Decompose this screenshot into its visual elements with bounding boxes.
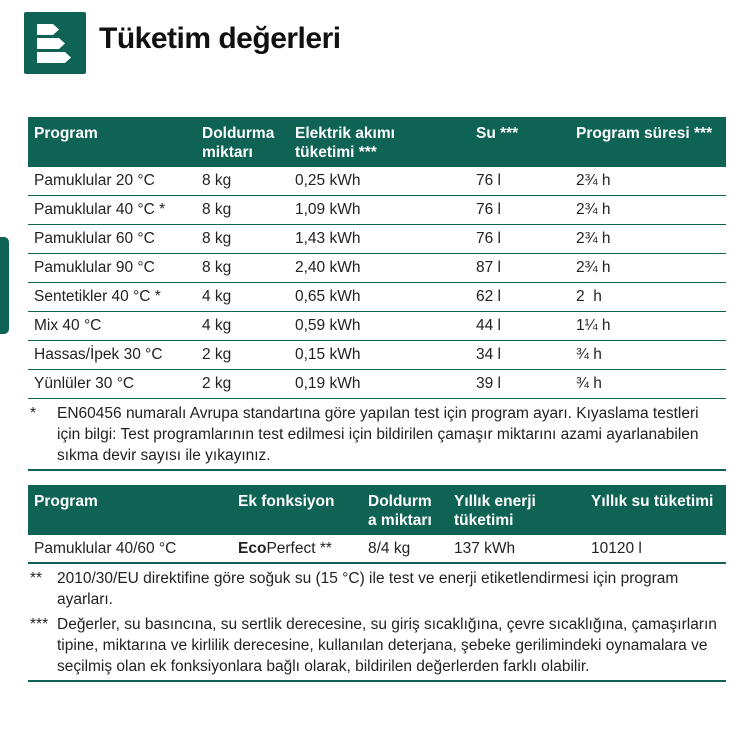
eco-label-bold: Eco (238, 539, 267, 557)
table-row: Pamuklular 90 °C 8 kg 2,40 kWh 87 l 2¾ h (28, 254, 726, 283)
footnote-text: 2010/30/EU direktifine göre soğuk su (15… (57, 570, 679, 608)
table-row: Pamuklular 40 °C * 8 kg 1,09 kWh 76 l 2¾… (28, 196, 726, 225)
cell-duration: 2¾ h (576, 230, 611, 247)
cell-water: 76 l (476, 172, 501, 189)
cell-duration: 2¾ h (576, 259, 611, 276)
energy-consumption-icon (24, 12, 86, 74)
section-divider (28, 469, 726, 471)
cell-duration: ¾ h (576, 375, 602, 392)
cell-load: 8/4 kg (368, 539, 411, 557)
cell-water: 76 l (476, 230, 501, 247)
eco-label-rest: Perfect ** (266, 539, 332, 557)
column-header-load: Doldurm a miktarı (368, 493, 432, 529)
chapter-edge-tab (0, 237, 9, 334)
cell-program: Yünlüler 30 °C (34, 375, 135, 392)
cell-electricity: 0,65 kWh (295, 288, 361, 305)
footnote-star: * EN60456 numaralı Avrupa standartına gö… (30, 403, 726, 466)
cell-water: 62 l (476, 288, 501, 305)
cell-load: 8 kg (202, 230, 232, 247)
cell-water: 87 l (476, 259, 501, 276)
footnote-triple-star: *** Değerler, su basıncına, su sertlik d… (30, 614, 726, 677)
column-header-electricity: Elektrik akımı tüketimi *** (295, 125, 395, 161)
cell-electricity: 1,43 kWh (295, 230, 361, 247)
annual-table-header-row: Program Ek fonksiyon Doldurm a miktarı Y… (28, 485, 726, 535)
cell-water: 39 l (476, 375, 501, 392)
cell-load: 4 kg (202, 317, 232, 334)
cell-program: Pamuklular 40 °C * (34, 201, 166, 218)
cell-load: 4 kg (202, 288, 232, 305)
cell-annual-energy: 137 kWh (454, 539, 516, 557)
cell-load: 8 kg (202, 201, 232, 218)
cell-extra-function: EcoPerfect ** (236, 538, 366, 560)
annual-consumption-table: Program Ek fonksiyon Doldurm a miktarı Y… (28, 485, 726, 564)
cell-duration: ¾ h (576, 346, 602, 363)
column-header-water: Su *** (476, 125, 519, 142)
page-title: Tüketim değerleri (99, 22, 341, 55)
cell-electricity: 0,59 kWh (295, 317, 361, 334)
cell-electricity: 0,25 kWh (295, 172, 361, 189)
section-header: Tüketim değerleri (24, 12, 753, 74)
cell-electricity: 0,15 kWh (295, 346, 361, 363)
cell-water: 76 l (476, 201, 501, 218)
cell-duration: 2¾ h (576, 201, 611, 218)
table-row: Sentetikler 40 °C * 4 kg 0,65 kWh 62 l 2… (28, 283, 726, 312)
cell-duration: 2 h (576, 288, 602, 305)
cell-electricity: 0,19 kWh (295, 375, 361, 392)
footnote-marker: *** (30, 616, 49, 633)
column-header-load: Doldurma miktarı (202, 125, 275, 161)
cell-program: Mix 40 °C (34, 317, 102, 334)
footnote-text: Değerler, su basıncına, su sertlik derec… (57, 616, 717, 675)
cell-water: 44 l (476, 317, 501, 334)
column-header-program: Program (34, 125, 98, 142)
cell-electricity: 2,40 kWh (295, 259, 361, 276)
cell-duration: 1¼ h (576, 317, 611, 334)
footnote-marker: * (30, 405, 37, 422)
manual-page: Tüketim değerleri Program Doldurma mikta… (0, 12, 753, 733)
table-row: Pamuklular 60 °C 8 kg 1,43 kWh 76 l 2¾ h (28, 225, 726, 254)
cell-water: 34 l (476, 346, 501, 363)
table-row: Pamuklular 20 °C 8 kg 0,25 kWh 76 l 2¾ h (28, 167, 726, 196)
footnote-double-star: ** 2010/30/EU direktifine göre soğuk su … (30, 568, 726, 610)
table-row: Mix 40 °C 4 kg 0,59 kWh 44 l 1¼ h (28, 312, 726, 341)
cell-load: 8 kg (202, 172, 232, 189)
cell-annual-water: 10120 l (591, 539, 642, 557)
footnote-marker: ** (30, 570, 43, 587)
column-header-extra-function: Ek fonksiyon (238, 493, 335, 510)
table-row: Pamuklular 40/60 °C EcoPerfect ** 8/4 kg… (28, 535, 726, 564)
cell-load: 2 kg (202, 346, 232, 363)
column-header-program: Program (34, 493, 98, 510)
consumption-table-header-row: Program Doldurma miktarı Elektrik akımı … (28, 117, 726, 167)
page-bottom-divider (28, 680, 726, 682)
cell-program: Pamuklular 40/60 °C (34, 539, 177, 557)
column-header-annual-water: Yıllık su tüketimi (591, 493, 714, 510)
consumption-table: Program Doldurma miktarı Elektrik akımı … (28, 117, 726, 399)
cell-program: Sentetikler 40 °C * (34, 288, 161, 305)
table-row: Yünlüler 30 °C 2 kg 0,19 kWh 39 l ¾ h (28, 370, 726, 399)
cell-program: Pamuklular 60 °C (34, 230, 155, 247)
consumption-table-body: Pamuklular 20 °C 8 kg 0,25 kWh 76 l 2¾ h… (28, 167, 726, 399)
table-row: Hassas/İpek 30 °C 2 kg 0,15 kWh 34 l ¾ h (28, 341, 726, 370)
cell-program: Pamuklular 90 °C (34, 259, 155, 276)
column-header-duration: Program süresi *** (576, 125, 713, 142)
column-header-annual-energy: Yıllık enerji tüketimi (454, 493, 536, 529)
footnote-text: EN60456 numaralı Avrupa standartına göre… (57, 405, 699, 464)
cell-electricity: 1,09 kWh (295, 201, 361, 218)
cell-load: 8 kg (202, 259, 232, 276)
cell-program: Hassas/İpek 30 °C (34, 346, 163, 363)
cell-duration: 2¾ h (576, 172, 611, 189)
cell-load: 2 kg (202, 375, 232, 392)
cell-program: Pamuklular 20 °C (34, 172, 155, 189)
